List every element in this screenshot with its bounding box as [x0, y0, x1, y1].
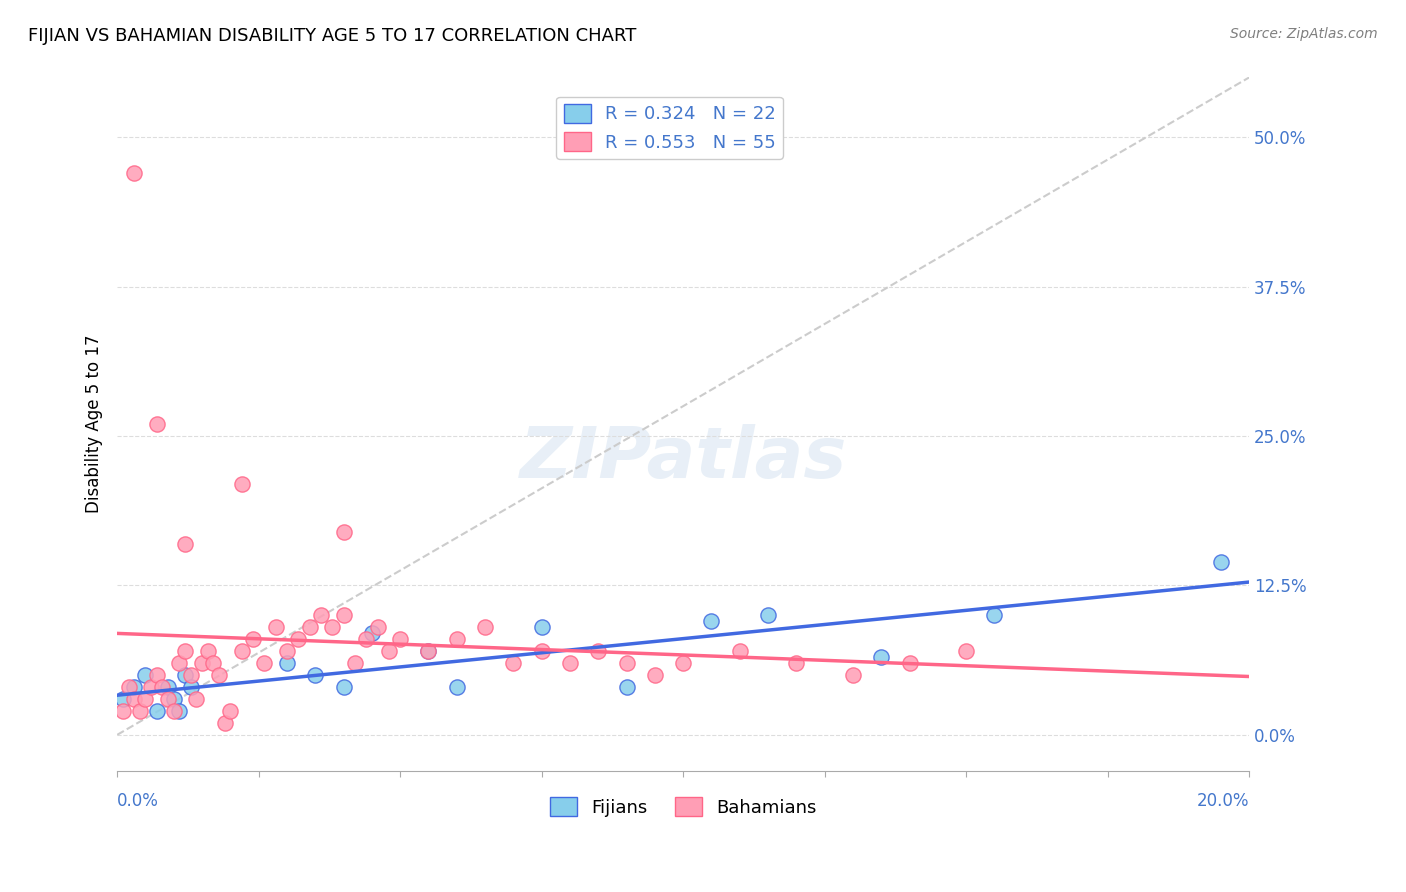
- Y-axis label: Disability Age 5 to 17: Disability Age 5 to 17: [86, 334, 103, 513]
- Point: [231, 476, 253, 491]
- Point: [309, 608, 332, 623]
- Point: [332, 524, 354, 539]
- Point: [842, 668, 865, 682]
- Point: [157, 680, 180, 694]
- Point: [367, 620, 389, 634]
- Point: [700, 615, 723, 629]
- Point: [197, 644, 219, 658]
- Point: [111, 692, 134, 706]
- Point: [332, 608, 354, 623]
- Text: FIJIAN VS BAHAMIAN DISABILITY AGE 5 TO 17 CORRELATION CHART: FIJIAN VS BAHAMIAN DISABILITY AGE 5 TO 1…: [28, 27, 637, 45]
- Point: [418, 644, 440, 658]
- Text: 0.0%: 0.0%: [117, 792, 159, 810]
- Point: [111, 704, 134, 718]
- Point: [264, 620, 287, 634]
- Point: [146, 668, 169, 682]
- Point: [117, 680, 139, 694]
- Point: [298, 620, 321, 634]
- Point: [122, 680, 145, 694]
- Point: [174, 536, 197, 550]
- Point: [616, 656, 638, 670]
- Point: [146, 417, 169, 431]
- Point: [756, 608, 779, 623]
- Point: [354, 632, 377, 647]
- Point: [502, 656, 524, 670]
- Point: [202, 656, 225, 670]
- Point: [174, 668, 197, 682]
- Point: [287, 632, 309, 647]
- Point: [208, 668, 231, 682]
- Point: [446, 680, 468, 694]
- Point: [418, 644, 440, 658]
- Point: [134, 668, 156, 682]
- Point: [558, 656, 581, 670]
- Point: [321, 620, 343, 634]
- Point: [152, 680, 174, 694]
- Point: [186, 692, 208, 706]
- Point: [304, 668, 326, 682]
- Point: [214, 715, 236, 730]
- Point: [128, 704, 150, 718]
- Point: [343, 656, 366, 670]
- Point: [174, 644, 197, 658]
- Text: ZIPatlas: ZIPatlas: [519, 425, 846, 493]
- Text: Source: ZipAtlas.com: Source: ZipAtlas.com: [1230, 27, 1378, 41]
- Point: [983, 608, 1005, 623]
- Point: [242, 632, 264, 647]
- Point: [141, 680, 163, 694]
- Point: [180, 680, 202, 694]
- Point: [146, 704, 169, 718]
- Point: [276, 644, 298, 658]
- Point: [163, 704, 186, 718]
- Point: [616, 680, 638, 694]
- Point: [389, 632, 412, 647]
- Point: [219, 704, 242, 718]
- Point: [446, 632, 468, 647]
- Point: [157, 692, 180, 706]
- Point: [378, 644, 401, 658]
- Point: [474, 620, 496, 634]
- Legend: Fijians, Bahamians: Fijians, Bahamians: [543, 790, 824, 824]
- Point: [588, 644, 610, 658]
- Point: [163, 692, 186, 706]
- Point: [169, 656, 191, 670]
- Point: [180, 668, 202, 682]
- Point: [276, 656, 298, 670]
- Point: [672, 656, 695, 670]
- Point: [360, 626, 382, 640]
- Point: [530, 644, 553, 658]
- Point: [530, 620, 553, 634]
- Point: [728, 644, 751, 658]
- Point: [898, 656, 921, 670]
- Point: [332, 680, 354, 694]
- Point: [122, 166, 145, 180]
- Point: [955, 644, 977, 658]
- Point: [253, 656, 276, 670]
- Point: [644, 668, 666, 682]
- Point: [231, 644, 253, 658]
- Text: 20.0%: 20.0%: [1197, 792, 1249, 810]
- Point: [122, 692, 145, 706]
- Point: [870, 650, 893, 665]
- Point: [1209, 555, 1232, 569]
- Point: [169, 704, 191, 718]
- Point: [134, 692, 156, 706]
- Point: [785, 656, 807, 670]
- Point: [191, 656, 214, 670]
